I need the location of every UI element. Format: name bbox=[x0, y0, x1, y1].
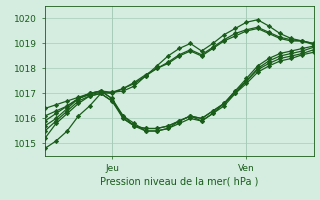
X-axis label: Pression niveau de la mer( hPa ): Pression niveau de la mer( hPa ) bbox=[100, 177, 258, 187]
